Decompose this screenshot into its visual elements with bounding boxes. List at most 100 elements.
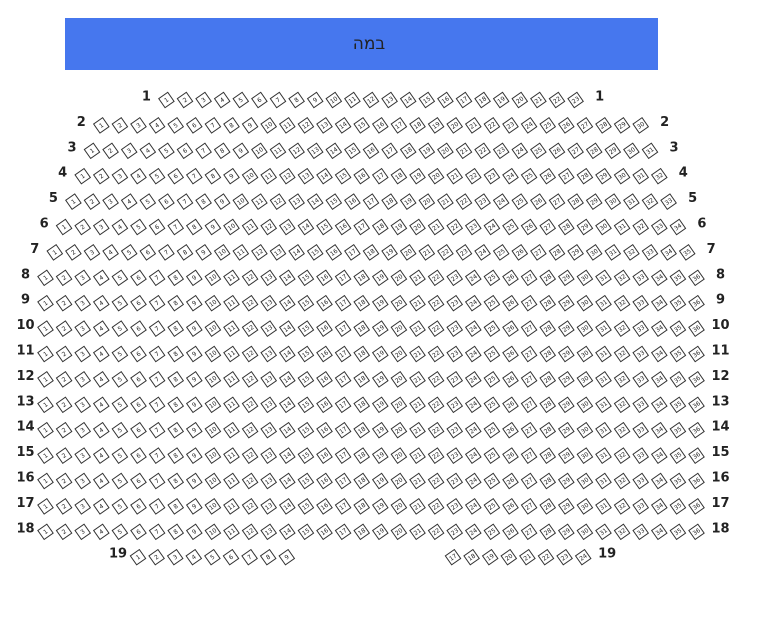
seat[interactable]: 1 — [37, 269, 54, 287]
seat[interactable]: 33 — [632, 523, 650, 541]
seat[interactable]: 19 — [371, 345, 389, 363]
seat[interactable]: 1 — [37, 421, 54, 439]
seat[interactable]: 34 — [650, 294, 668, 312]
seat[interactable]: 30 — [576, 269, 594, 287]
seat[interactable]: 17 — [353, 218, 371, 236]
seat[interactable]: 17 — [334, 447, 352, 464]
seat[interactable]: 26 — [502, 498, 519, 515]
seat[interactable]: 7 — [148, 472, 166, 490]
seat[interactable]: 35 — [669, 472, 687, 490]
seat[interactable]: 20 — [390, 421, 408, 439]
seat[interactable]: 13 — [260, 421, 278, 439]
seat[interactable]: 24 — [502, 167, 519, 185]
seat[interactable]: 16 — [316, 269, 333, 287]
seat[interactable]: 13 — [260, 498, 278, 515]
seat[interactable]: 18 — [371, 218, 389, 236]
seat[interactable]: 1 — [158, 91, 175, 109]
seat[interactable]: 5 — [111, 269, 129, 287]
seat[interactable]: 7 — [195, 142, 212, 160]
seat[interactable]: 25 — [483, 421, 501, 439]
seat[interactable]: 32 — [613, 269, 631, 287]
seat[interactable]: 11 — [223, 294, 240, 312]
seat[interactable]: 13 — [260, 320, 278, 337]
seat[interactable]: 20 — [437, 142, 454, 160]
seat[interactable]: 10 — [204, 396, 222, 414]
seat[interactable]: 11 — [223, 523, 240, 541]
seat[interactable]: 31 — [623, 193, 640, 210]
seat[interactable]: 23 — [446, 447, 464, 464]
seat[interactable]: 8 — [167, 498, 185, 515]
seat[interactable]: 23 — [483, 167, 501, 185]
seat[interactable]: 3 — [74, 498, 92, 515]
seat[interactable]: 19 — [371, 294, 389, 312]
seat[interactable]: 6 — [130, 472, 147, 490]
seat[interactable]: 15 — [297, 371, 315, 388]
seat[interactable]: 18 — [362, 244, 380, 261]
seat[interactable]: 8 — [185, 218, 203, 236]
seat[interactable]: 36 — [688, 320, 705, 337]
seat[interactable]: 4 — [102, 244, 119, 261]
seat[interactable]: 7 — [148, 396, 166, 414]
seat[interactable]: 32 — [613, 523, 631, 541]
seat[interactable]: 30 — [576, 421, 594, 439]
seat[interactable]: 8 — [167, 472, 185, 490]
seat[interactable]: 29 — [557, 472, 575, 490]
seat[interactable]: 14 — [278, 472, 296, 490]
seat[interactable]: 12 — [241, 371, 259, 388]
seat[interactable]: 27 — [520, 269, 538, 287]
seat[interactable]: 15 — [297, 320, 315, 337]
seat[interactable]: 7 — [204, 117, 222, 134]
seat[interactable]: 14 — [316, 167, 333, 185]
seat[interactable]: 20 — [409, 218, 426, 236]
seat[interactable]: 10 — [204, 447, 222, 464]
seat[interactable]: 5 — [130, 218, 147, 236]
seat[interactable]: 19 — [399, 193, 417, 210]
seat[interactable]: 3 — [74, 421, 92, 439]
seat[interactable]: 11 — [260, 167, 278, 185]
seat[interactable]: 2 — [148, 548, 165, 566]
seat[interactable]: 12 — [278, 167, 296, 185]
seat[interactable]: 3 — [111, 167, 129, 185]
seat[interactable]: 15 — [297, 472, 315, 490]
seat[interactable]: 25 — [483, 269, 501, 287]
seat[interactable]: 31 — [595, 269, 612, 287]
seat[interactable]: 27 — [530, 244, 547, 261]
seat[interactable]: 24 — [464, 498, 482, 515]
seat[interactable]: 18 — [390, 167, 408, 185]
seat[interactable]: 33 — [632, 320, 650, 337]
seat[interactable]: 23 — [502, 117, 519, 134]
seat[interactable]: 19 — [418, 142, 436, 160]
seat[interactable]: 29 — [613, 117, 631, 134]
seat[interactable]: 20 — [390, 320, 408, 337]
seat[interactable]: 33 — [632, 498, 650, 515]
seat[interactable]: 16 — [437, 91, 454, 109]
seat[interactable]: 16 — [316, 345, 333, 363]
seat[interactable]: 6 — [130, 320, 147, 337]
seat[interactable]: 22 — [427, 320, 445, 337]
seat[interactable]: 27 — [520, 472, 538, 490]
seat[interactable]: 5 — [120, 244, 138, 261]
seat[interactable]: 21 — [409, 498, 426, 515]
seat[interactable]: 34 — [660, 244, 677, 261]
seat[interactable]: 5 — [111, 294, 129, 312]
seat[interactable]: 23 — [446, 294, 464, 312]
seat[interactable]: 7 — [176, 193, 194, 210]
seat[interactable]: 12 — [297, 117, 315, 134]
seat[interactable]: 12 — [288, 142, 305, 160]
seat[interactable]: 7 — [167, 218, 185, 236]
seat[interactable]: 27 — [520, 345, 538, 363]
seat[interactable]: 27 — [520, 498, 538, 515]
seat[interactable]: 33 — [632, 294, 650, 312]
seat[interactable]: 10 — [204, 320, 222, 337]
seat[interactable]: 15 — [297, 396, 315, 414]
seat[interactable]: 21 — [409, 371, 426, 388]
seat[interactable]: 22 — [427, 523, 445, 541]
seat[interactable]: 2 — [55, 371, 73, 388]
seat[interactable]: 21 — [409, 396, 426, 414]
seat[interactable]: 3 — [102, 193, 119, 210]
seat[interactable]: 14 — [278, 396, 296, 414]
seat[interactable]: 15 — [297, 421, 315, 439]
seat[interactable]: 21 — [418, 244, 436, 261]
seat[interactable]: 10 — [325, 91, 343, 109]
seat[interactable]: 27 — [520, 396, 538, 414]
